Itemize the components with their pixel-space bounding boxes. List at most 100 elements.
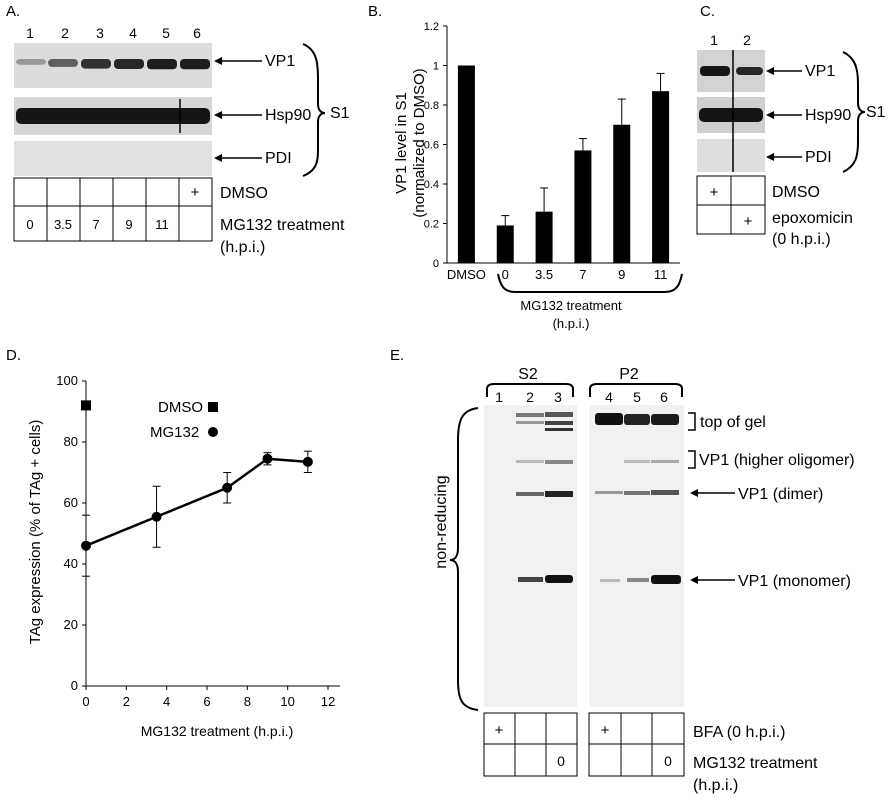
y-axis-label-line2: (normalized to DMSO) [411, 68, 428, 217]
x-tick-label: 0 [82, 694, 89, 709]
y-axis-label-line1: VP1 level in S1 [393, 92, 410, 194]
legend-square-icon [208, 402, 218, 412]
vp1-label: VP1 [265, 53, 295, 70]
panel-d-letter: D. [6, 347, 21, 364]
non-reducing-bracket [449, 407, 479, 711]
panel-b-ylabel: VP1 level in S1 (normalized to DMSO) [393, 68, 428, 217]
panel-e-letter: E. [390, 347, 404, 364]
bracket-label-line1: MG132 treatment [520, 298, 622, 313]
mg132-label: MG132 treatment [220, 217, 345, 234]
panel-a-table [13, 177, 213, 242]
band [595, 491, 623, 494]
axis-ticks: 0 20 40 60 80 100 0 2 4 6 8 10 12 [56, 373, 335, 709]
band [624, 414, 650, 425]
band [600, 579, 620, 582]
band [545, 575, 573, 583]
oligomer-bracket [688, 450, 696, 469]
panel-d-chart: D. TAg expression (% of TAg + cells) 020… [6, 347, 340, 739]
epoxomicin-label: epoxomicin [772, 210, 853, 227]
legend-mg132-label: MG132 [150, 424, 199, 441]
s2-gel [484, 405, 577, 707]
s2-bracket [486, 383, 574, 397]
panel-a-lane-numbers: 1 2 3 4 5 6 [26, 25, 201, 41]
y-tick-label: 0.4 [424, 179, 439, 191]
data-marks [81, 400, 313, 577]
y-axis-ticks: 0 0.2 0.4 0.6 0.8 1 1.2 [424, 21, 447, 270]
monomer-label: VP1 (monomer) [738, 573, 851, 590]
s1-bracket [842, 51, 866, 173]
panel-a: A. 1 2 3 4 5 6 VP1 Hsp90 PDI [6, 3, 350, 256]
lane-number: 5 [162, 25, 170, 41]
vp1-band [16, 59, 46, 65]
arrowhead-icon [766, 153, 774, 161]
bars [457, 65, 670, 263]
band [651, 575, 681, 584]
data-point-circle [81, 540, 91, 551]
lane-number: 3 [554, 389, 562, 405]
arrowhead-icon [214, 57, 222, 65]
hsp90-label: Hsp90 [805, 107, 851, 124]
panel-b-letter: B. [368, 3, 382, 20]
oligomer-label: VP1 (higher oligomer) [699, 452, 855, 469]
mg132-label: MG132 treatment [693, 755, 818, 772]
x-tick-label: 8 [244, 694, 251, 709]
s2-bands [516, 412, 573, 583]
table-cell: 0 [664, 753, 672, 769]
x-tick-label: 4 [163, 694, 170, 709]
x-tick-label: DMSO [447, 267, 486, 282]
arrowhead-icon [766, 111, 774, 119]
hsp90-band [699, 108, 763, 122]
x-tick-label: 6 [203, 694, 210, 709]
vp1-band [81, 59, 111, 69]
hsp90-band [16, 108, 210, 124]
lane-number: 5 [633, 389, 641, 405]
y-tick-label: 80 [64, 434, 78, 449]
y-tick-label: 1 [433, 61, 439, 73]
y-tick-label: 0.6 [424, 140, 439, 152]
band [518, 577, 543, 582]
vp1-label: VP1 [805, 63, 835, 80]
lane-number: 1 [710, 32, 718, 48]
band [627, 578, 649, 582]
y-tick-label: 40 [64, 556, 78, 571]
data-point-circle [262, 453, 273, 464]
data-point-circle [302, 456, 313, 467]
bar [535, 211, 553, 263]
lane-number: 4 [129, 25, 137, 41]
y-tick-label: 60 [64, 495, 78, 510]
x-tick-label: 0 [502, 267, 509, 282]
vp1-blot [14, 43, 212, 88]
band [545, 428, 573, 431]
band [651, 460, 679, 463]
band [545, 421, 573, 425]
hsp90-label: Hsp90 [265, 107, 311, 124]
top-of-gel-label: top of gel [700, 414, 766, 431]
legend-circle-icon [208, 427, 218, 437]
band [545, 460, 573, 464]
lane-number: 2 [526, 389, 534, 405]
y-tick-label: 20 [64, 617, 78, 632]
bar [613, 124, 631, 263]
bfa-label: BFA (0 h.p.i.) [693, 724, 785, 741]
dmso-label: DMSO [772, 184, 820, 201]
table-cell: 0 [26, 217, 33, 232]
data-point-circle [222, 482, 233, 493]
p2-bracket [589, 383, 683, 397]
table-cell: + [601, 722, 610, 739]
pdi-blot [697, 139, 765, 172]
y-tick-label: 0 [71, 678, 78, 693]
band [545, 412, 573, 417]
non-reducing-label: non-reducing [433, 475, 450, 568]
table-cell: 9 [125, 217, 132, 232]
table-cell: + [744, 213, 753, 230]
x-tick-label: 2 [123, 694, 130, 709]
table-cell: + [495, 722, 504, 739]
group-s2-label: S2 [518, 366, 538, 383]
panel-c: C. 1 2 VP1 Hsp90 PDI S1 + + DMS [696, 3, 886, 248]
x-tick-label: 10 [280, 694, 294, 709]
dmso-label: DMSO [220, 185, 268, 202]
vp1-band [736, 67, 763, 75]
x-axis-label: MG132 treatment (h.p.i.) [141, 723, 294, 739]
bar [574, 150, 592, 263]
